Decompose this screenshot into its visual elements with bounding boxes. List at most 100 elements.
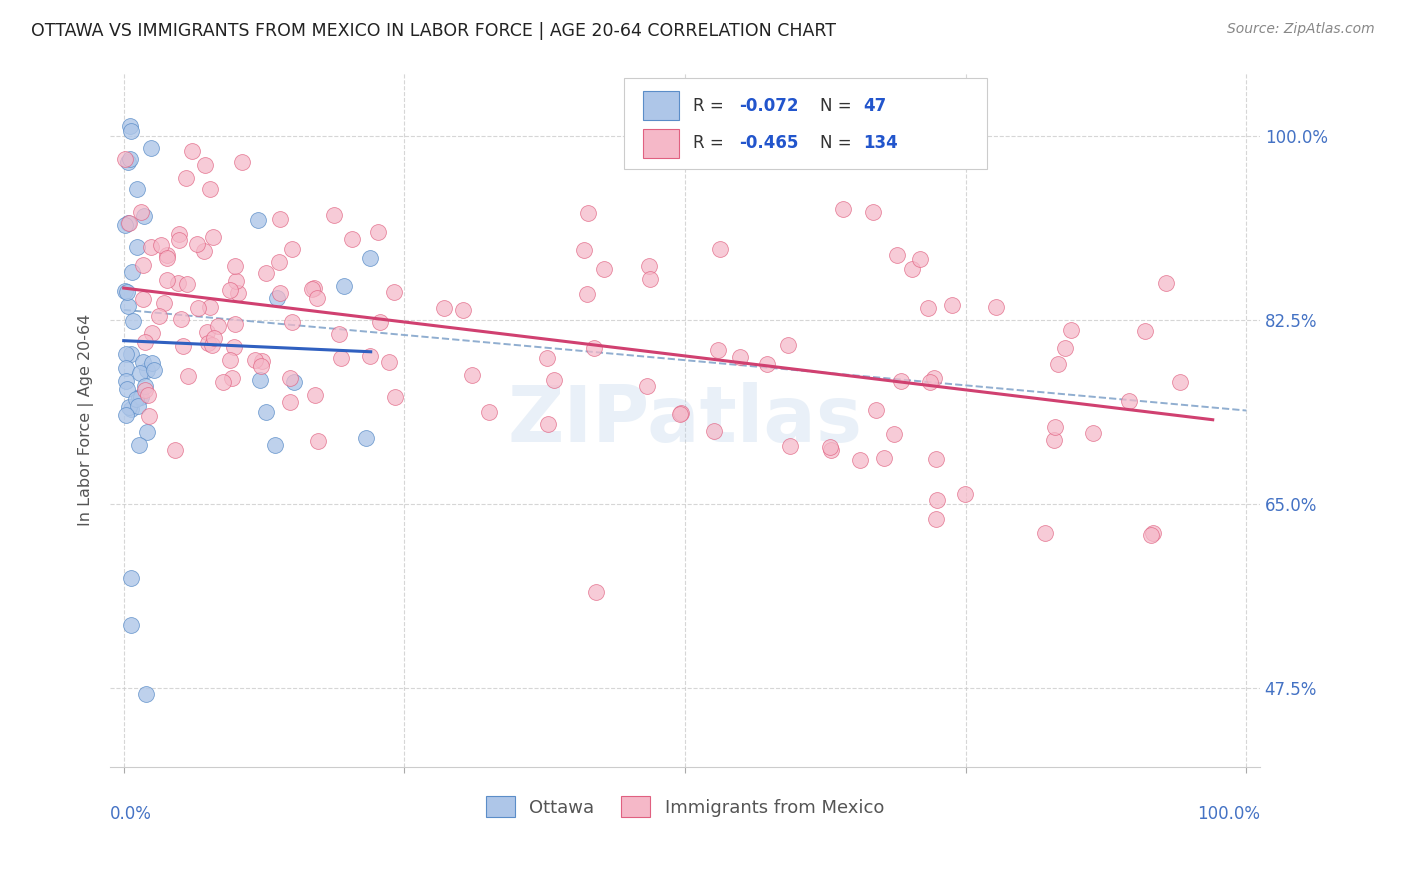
Point	[756, 357, 779, 371]
Point	[224, 260, 246, 274]
Point	[114, 218, 136, 232]
Point	[278, 371, 301, 385]
Point	[134, 209, 156, 223]
Point	[221, 371, 243, 385]
Text: -0.072: -0.072	[740, 96, 799, 114]
Point	[207, 318, 229, 333]
Point	[478, 405, 501, 419]
Point	[1170, 375, 1192, 389]
Point	[115, 374, 138, 388]
Point	[304, 387, 326, 401]
Point	[202, 230, 225, 244]
Point	[125, 392, 148, 406]
Legend: Ottawa, Immigrants from Mexico: Ottawa, Immigrants from Mexico	[478, 789, 891, 824]
Point	[224, 317, 246, 331]
Point	[832, 202, 855, 217]
Point	[247, 213, 270, 227]
Point	[283, 376, 305, 390]
Point	[883, 427, 905, 442]
Point	[900, 261, 922, 276]
Point	[269, 285, 291, 300]
Point	[148, 310, 170, 324]
Point	[703, 425, 725, 439]
Point	[848, 453, 870, 467]
Point	[865, 402, 887, 417]
Text: R =: R =	[693, 134, 730, 153]
Point	[820, 442, 842, 457]
Point	[280, 314, 302, 328]
Point	[340, 231, 363, 245]
Point	[167, 227, 190, 241]
Text: 100.0%: 100.0%	[1197, 805, 1260, 823]
FancyBboxPatch shape	[643, 128, 679, 158]
Point	[367, 225, 389, 239]
Text: ZIPatlas: ZIPatlas	[508, 382, 862, 458]
Point	[575, 286, 598, 301]
Point	[212, 376, 235, 390]
Point	[231, 155, 253, 169]
Point	[132, 258, 155, 272]
Point	[115, 408, 138, 422]
Point	[139, 141, 162, 155]
Point	[638, 260, 661, 274]
Point	[115, 382, 138, 396]
Point	[135, 687, 157, 701]
Point	[669, 406, 692, 420]
Point	[176, 277, 198, 292]
Point	[136, 387, 159, 401]
Point	[219, 353, 242, 368]
Point	[890, 374, 912, 388]
Point	[134, 383, 156, 397]
Point	[197, 335, 219, 350]
Point	[922, 371, 945, 385]
Point	[136, 425, 159, 439]
Point	[359, 251, 381, 265]
Text: 0.0%: 0.0%	[110, 805, 152, 823]
Text: 47: 47	[863, 96, 887, 114]
Point	[302, 281, 325, 295]
Point	[572, 243, 595, 257]
Point	[1118, 394, 1140, 409]
Point	[225, 273, 247, 287]
Point	[114, 152, 136, 166]
Point	[281, 242, 304, 256]
Point	[193, 244, 215, 259]
Point	[121, 265, 143, 279]
Point	[1081, 426, 1104, 441]
Point	[984, 300, 1007, 314]
Point	[322, 208, 344, 222]
Point	[186, 237, 208, 252]
Point	[114, 284, 136, 298]
Point	[941, 298, 963, 312]
Point	[536, 351, 558, 365]
Point	[706, 343, 728, 357]
Point	[117, 401, 139, 415]
Point	[925, 512, 948, 526]
Point	[139, 240, 162, 254]
Point	[384, 390, 406, 404]
Point	[1043, 433, 1066, 447]
Text: OTTAWA VS IMMIGRANTS FROM MEXICO IN LABOR FORCE | AGE 20-64 CORRELATION CHART: OTTAWA VS IMMIGRANTS FROM MEXICO IN LABO…	[31, 22, 837, 40]
Point	[256, 267, 278, 281]
Point	[908, 252, 931, 266]
Point	[250, 354, 273, 368]
Point	[1043, 419, 1066, 434]
Point	[115, 347, 138, 361]
Point	[122, 314, 145, 328]
Point	[709, 242, 731, 256]
Point	[776, 338, 799, 352]
Point	[226, 286, 249, 301]
Point	[143, 363, 166, 377]
Point	[167, 233, 190, 247]
Point	[163, 442, 186, 457]
Point	[918, 375, 941, 389]
Point	[219, 283, 242, 297]
Point	[582, 341, 605, 355]
Point	[166, 277, 188, 291]
Point	[172, 339, 194, 353]
Point	[149, 238, 172, 252]
Text: Source: ZipAtlas.com: Source: ZipAtlas.com	[1227, 22, 1375, 37]
Point	[198, 300, 221, 314]
Point	[118, 119, 141, 133]
Point	[200, 338, 222, 352]
